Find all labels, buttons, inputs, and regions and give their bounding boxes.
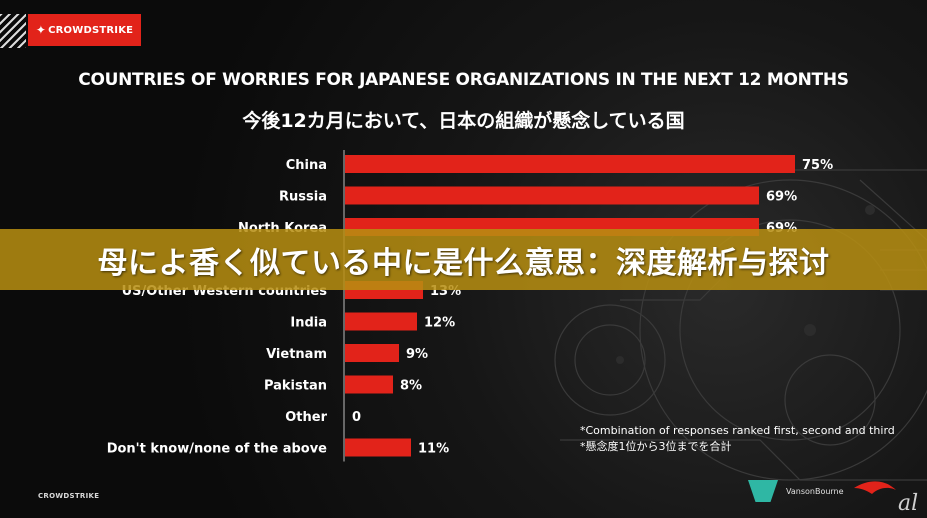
crowdstrike-logo: ✦ CROWDSTRIKE [28, 14, 141, 46]
footnote: *Combination of responses ranked first, … [580, 423, 895, 455]
value-label: 9% [406, 347, 428, 362]
value-label: 12% [424, 316, 455, 331]
vansonbourne-mark-icon [748, 480, 778, 502]
falcon-mark-icon [854, 481, 896, 494]
footer-brand: CROWDSTRIKE [38, 492, 100, 500]
falcon-icon: ✦ [35, 23, 47, 37]
category-label: Don't know/none of the above [107, 442, 327, 457]
footnote-en: *Combination of responses ranked first, … [580, 424, 895, 437]
bar [345, 186, 759, 205]
brand-label: CROWDSTRIKE [48, 24, 134, 36]
bar [345, 375, 393, 394]
bar [345, 438, 411, 457]
footnote-jp: *懸念度1位から3位までを合計 [580, 440, 732, 453]
hatch-decoration [0, 14, 26, 48]
vansonbourne-logo: VansonBourne [748, 480, 844, 502]
overlay-banner: 母によ香く似ている中に是什么意思：深度解析与探讨 [0, 229, 927, 290]
category-label: Other [285, 410, 327, 425]
corner-logo-text: al [898, 491, 918, 514]
value-label: 11% [418, 442, 449, 457]
value-label: 8% [400, 379, 422, 394]
category-label: Russia [279, 190, 327, 205]
category-label: India [290, 316, 327, 331]
banner-text: 母によ香く似ている中に是什么意思：深度解析与探讨 [97, 245, 830, 281]
value-label: 69% [766, 190, 797, 205]
corner-logo: al [854, 481, 918, 514]
value-label: 75% [802, 158, 833, 173]
chart-subtitle: 今後12カ月において、日本の組織が懸念している国 [242, 110, 685, 132]
vansonbourne-label: VansonBourne [786, 486, 844, 496]
category-label: Pakistan [264, 379, 327, 394]
chart-title: COUNTRIES OF WORRIES FOR JAPANESE ORGANI… [78, 70, 849, 90]
bar [345, 312, 417, 331]
bar [345, 155, 795, 173]
category-label: Vietnam [266, 347, 327, 362]
category-label: China [286, 158, 327, 173]
value-label: 0 [352, 410, 361, 425]
bar [345, 344, 399, 362]
